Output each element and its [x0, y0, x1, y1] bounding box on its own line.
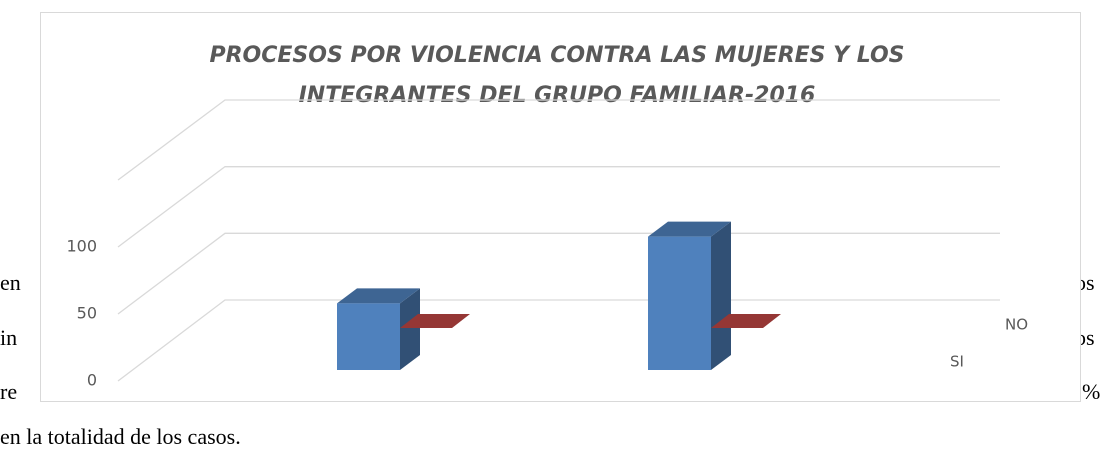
text-fragment: in: [0, 325, 18, 350]
text-line: en la totalidad de los casos.: [0, 424, 241, 449]
series-label: SI: [950, 353, 964, 371]
bar: [711, 314, 781, 328]
y-tick-label: 50: [77, 304, 97, 323]
chart-frame: [40, 12, 1081, 402]
grid-line: [117, 299, 1000, 382]
text-fragment: re: [0, 379, 18, 404]
bar-side: [400, 288, 420, 370]
bar-front: [648, 236, 711, 370]
chart-title: PROCESOS POR VIOLENCIA CONTRA LAS MUJERE…: [209, 43, 904, 68]
bar-top: [337, 288, 420, 304]
grid-line: [117, 232, 1000, 315]
chart-title: INTEGRANTES DEL GRUPO FAMILIAR-2016: [299, 83, 816, 108]
bar-top: [648, 221, 731, 237]
bar: [400, 314, 470, 328]
bar: [648, 221, 731, 370]
bar: [337, 288, 420, 370]
bar-side: [711, 221, 731, 370]
wall-edge: [117, 99, 1000, 181]
text-fragment: en: [0, 270, 21, 295]
grid-line: [117, 166, 1000, 248]
text-fragment: %: [1082, 379, 1101, 404]
bar-front: [337, 303, 400, 370]
y-tick-label: 100: [66, 237, 97, 256]
series-label: NO: [1005, 316, 1028, 334]
y-tick-label: 0: [87, 371, 97, 390]
